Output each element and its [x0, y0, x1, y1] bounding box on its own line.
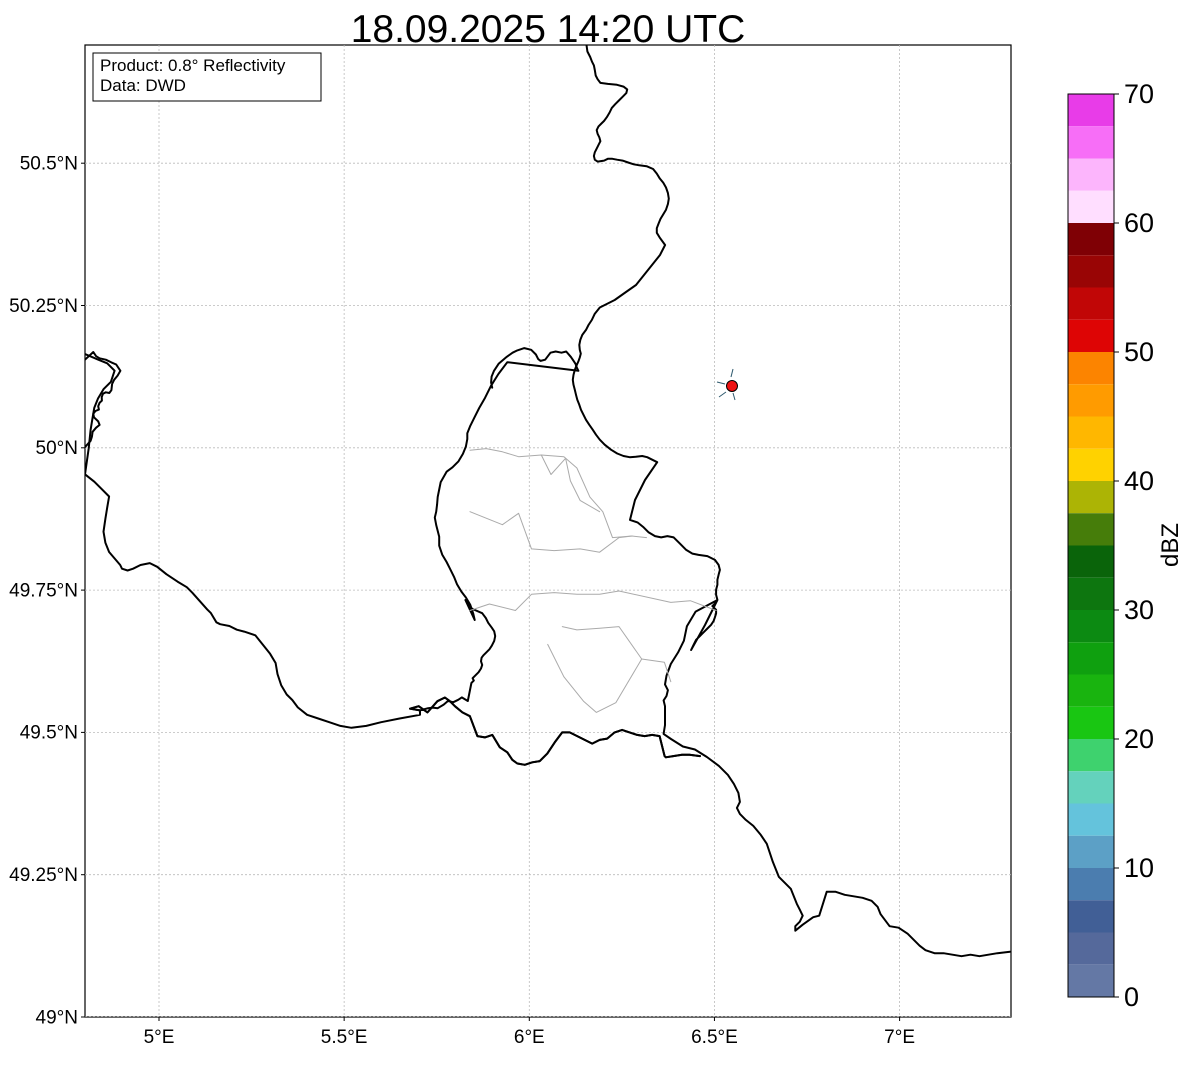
svg-text:5°E: 5°E	[144, 1027, 175, 1048]
svg-text:6°E: 6°E	[514, 1027, 545, 1048]
svg-text:40: 40	[1124, 466, 1154, 496]
svg-text:50°N: 50°N	[36, 438, 78, 459]
svg-text:dBZ: dBZ	[1157, 523, 1184, 567]
svg-text:5.5°E: 5.5°E	[321, 1027, 368, 1048]
svg-text:49°N: 49°N	[36, 1007, 78, 1028]
svg-text:50.5°N: 50.5°N	[20, 154, 78, 175]
svg-text:10: 10	[1124, 853, 1154, 883]
svg-text:49.75°N: 49.75°N	[9, 580, 78, 601]
svg-text:0: 0	[1124, 982, 1139, 1012]
svg-text:50: 50	[1124, 337, 1154, 367]
svg-text:6.5°E: 6.5°E	[691, 1027, 738, 1048]
svg-text:Product: 0.8° Reflectivity: Product: 0.8° Reflectivity	[100, 56, 286, 75]
svg-text:49.25°N: 49.25°N	[9, 865, 78, 886]
svg-text:7°E: 7°E	[884, 1027, 915, 1048]
svg-text:49.5°N: 49.5°N	[20, 723, 78, 744]
svg-text:70: 70	[1124, 79, 1154, 109]
svg-text:60: 60	[1124, 208, 1154, 238]
svg-text:30: 30	[1124, 595, 1154, 625]
svg-text:20: 20	[1124, 724, 1154, 754]
svg-text:50.25°N: 50.25°N	[9, 296, 78, 317]
svg-text:Data: DWD: Data: DWD	[100, 76, 186, 95]
